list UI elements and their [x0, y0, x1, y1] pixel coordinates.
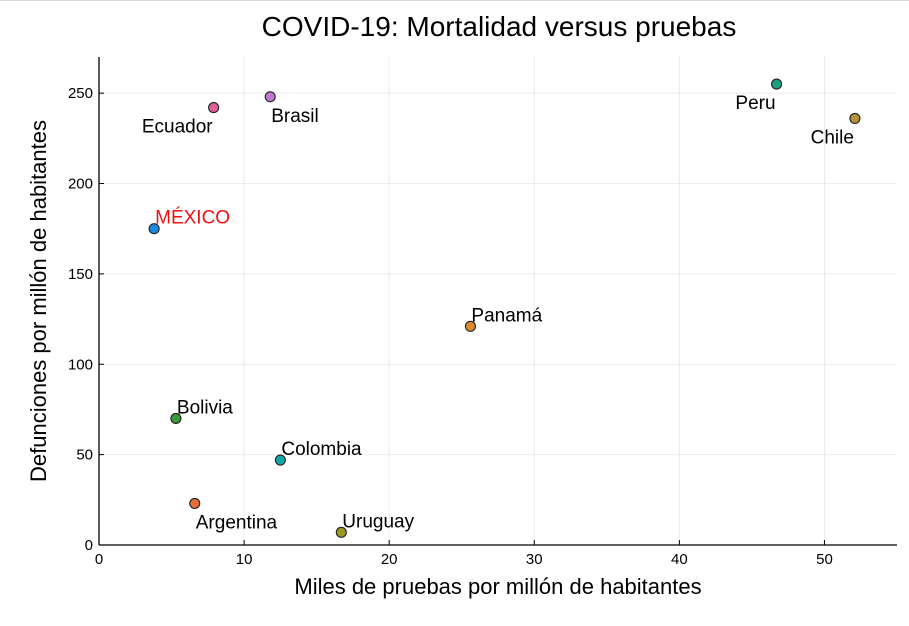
gridlines — [98, 57, 897, 546]
point-label: Colombia — [281, 439, 362, 460]
point-label: Bolivia — [177, 397, 233, 418]
y-tick-label: 0 — [85, 537, 93, 554]
data-points — [148, 78, 861, 538]
data-point — [264, 91, 276, 103]
point-label: Panamá — [471, 305, 542, 326]
x-axis-ticks: 0 10 20 30 40 50 — [95, 540, 833, 568]
top-border — [0, 0, 909, 1]
x-axis-label: Miles de pruebas por millón de habitante… — [294, 574, 701, 599]
x-tick-label: 10 — [236, 551, 253, 568]
y-axis-ticks: 0 50 100 150 200 250 — [68, 85, 104, 554]
y-axis-label: Defunciones por millón de habitantes — [26, 120, 51, 482]
x-tick-label: 30 — [526, 551, 543, 568]
point-label: Brasil — [271, 106, 319, 127]
point-label: Peru — [735, 93, 775, 114]
chart-title: COVID-19: Mortalidad versus pruebas — [262, 11, 737, 42]
data-point — [771, 78, 783, 90]
y-tick-label: 150 — [68, 266, 93, 283]
y-tick-label: 200 — [68, 176, 93, 193]
data-point — [274, 454, 286, 466]
data-point — [335, 526, 347, 538]
data-point — [208, 102, 220, 114]
x-tick-label: 40 — [671, 551, 688, 568]
y-tick-label: 100 — [68, 356, 93, 373]
data-point — [464, 320, 476, 332]
data-point — [170, 412, 182, 425]
x-tick-label: 50 — [816, 551, 833, 568]
point-label: MÉXICO — [155, 208, 230, 229]
data-point — [849, 112, 861, 125]
data-point — [148, 223, 160, 235]
axes — [98, 57, 897, 546]
y-tick-label: 50 — [76, 447, 93, 464]
y-tick-label: 250 — [68, 85, 93, 102]
point-labels: Ecuador Brasil Peru Chile MÉXICO Panamá Bolivi… — [142, 93, 854, 533]
x-tick-label: 20 — [381, 551, 398, 568]
data-point — [189, 497, 201, 509]
point-label: Chile — [811, 127, 854, 148]
point-label: Uruguay — [342, 511, 414, 532]
point-label: Ecuador — [142, 117, 213, 138]
point-label: Argentina — [196, 512, 278, 533]
x-tick-label: 0 — [95, 551, 103, 568]
